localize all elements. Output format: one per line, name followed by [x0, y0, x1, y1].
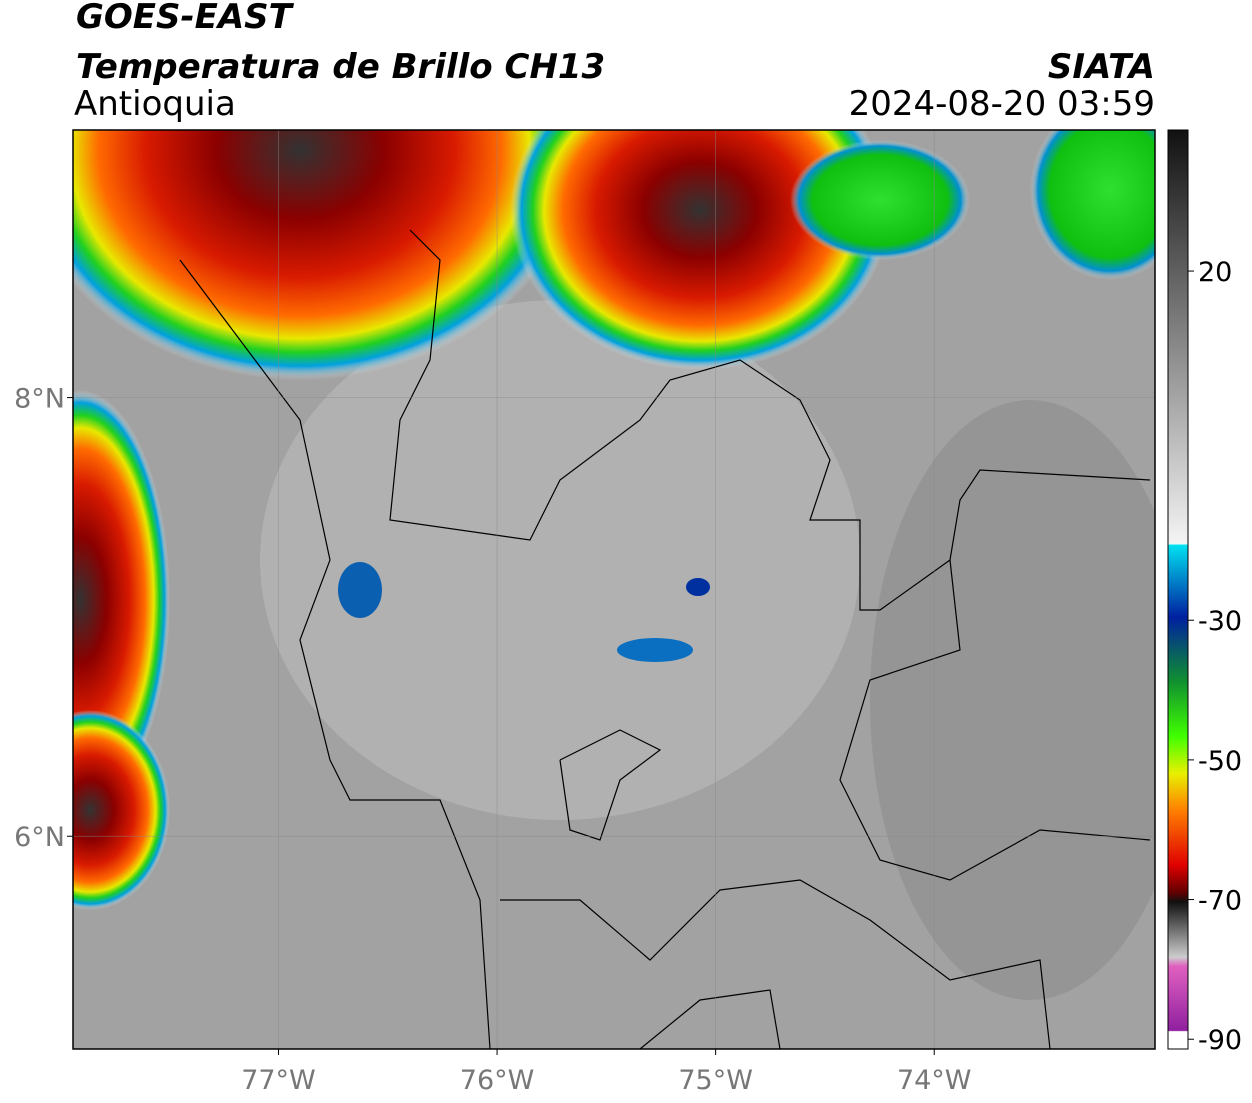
colorbar-tick-label: -30	[1198, 606, 1242, 637]
datetime: 2024-08-20 03:59	[849, 84, 1155, 124]
border	[559, 729, 662, 841]
colorbar-tick-label: -70	[1198, 886, 1242, 917]
region: Antioquia	[74, 84, 236, 124]
map-frame	[72, 129, 1156, 1050]
border	[500, 879, 1051, 1049]
subtitle: Temperatura de Brillo CH13	[76, 47, 605, 87]
storm	[73, 390, 170, 810]
colorbar	[1167, 129, 1189, 1050]
y-tick-label: 6°N	[14, 822, 65, 853]
x-tick-label: 75°W	[678, 1065, 753, 1096]
storm	[73, 130, 580, 380]
cloud-top	[338, 562, 382, 618]
border	[389, 229, 1151, 611]
x-tick-label: 76°W	[460, 1065, 535, 1096]
storm	[73, 710, 170, 910]
colorbar-ticks: 20 -30 -50 -70 -90	[1188, 257, 1242, 1056]
colorbar-tick-label: 20	[1198, 257, 1232, 288]
cloud-field	[870, 400, 1155, 1000]
cloud-field	[260, 300, 860, 820]
y-tick-label: 8°N	[14, 384, 65, 415]
colorbar-tick-label: -90	[1198, 1025, 1242, 1056]
cloud-top	[1030, 130, 1155, 280]
cloud-top	[617, 638, 693, 662]
border	[179, 259, 491, 1049]
x-tick-label: 74°W	[897, 1065, 972, 1096]
cloud-top	[790, 140, 970, 260]
cloud-top	[686, 578, 710, 596]
border	[639, 989, 781, 1049]
graticule: 77°W 76°W 75°W 74°W 8°N 6°N	[14, 130, 1155, 1096]
x-tick-label: 77°W	[241, 1065, 316, 1096]
border	[839, 559, 1151, 881]
source: SIATA	[1048, 47, 1155, 87]
title: GOES-EAST	[76, 0, 295, 37]
colorbar-tick-label: -50	[1198, 746, 1242, 777]
map-imagery	[73, 130, 1155, 1049]
